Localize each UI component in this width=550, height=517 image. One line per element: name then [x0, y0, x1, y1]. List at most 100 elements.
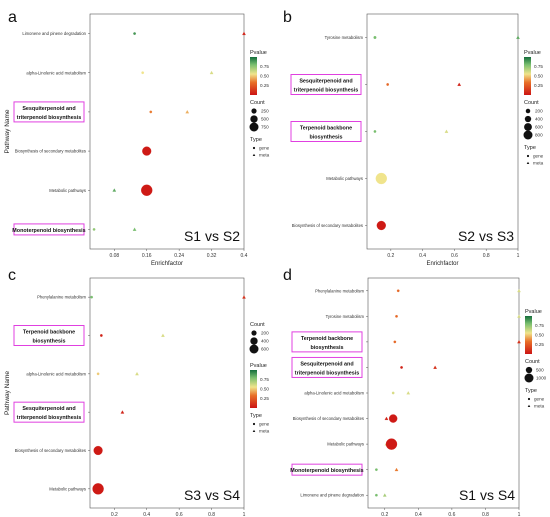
comparison-label: S1 vs S2 — [184, 228, 240, 244]
y-tick-label-highlighted: Sesquiterpenoid and — [299, 79, 352, 85]
x-axis-label: Enrichfactor — [151, 261, 183, 267]
y-tick-label: alpha-Linolenic acid metabolism — [26, 371, 86, 376]
data-point-meta — [242, 31, 246, 36]
x-tick-label: 0.4 — [419, 253, 426, 259]
data-point-gene — [375, 493, 378, 497]
data-point-meta — [135, 371, 139, 376]
legend-pvalue-colorbar — [524, 57, 531, 95]
x-tick-label: 1 — [517, 253, 520, 259]
legend-count-label: 200 — [535, 109, 543, 114]
legend-count-label: 600 — [535, 125, 543, 130]
y-tick-label-highlighted: Monoterpenoid biosynthesis — [12, 228, 85, 234]
legend-type-label: gene — [533, 154, 544, 159]
panel-letter: b — [283, 9, 292, 26]
data-point-meta — [161, 333, 165, 337]
legend-count-label: 400 — [535, 117, 543, 122]
data-point-gene — [393, 340, 397, 344]
highlight-box — [291, 331, 363, 353]
legend-type-title: Type — [250, 413, 262, 419]
data-point-gene — [391, 391, 395, 395]
y-tick-label: Biosynthesis of secondary metabolites — [292, 223, 363, 228]
legend-count-label: 750 — [261, 125, 269, 130]
y-tick-label-highlighted: biosynthesis — [33, 339, 66, 345]
y-tick-label-highlighted: triterpenoid biosynthesis — [295, 370, 359, 376]
legend-count-title: Count — [525, 359, 540, 365]
comparison-label: S3 vs S4 — [184, 487, 240, 503]
data-point-meta — [382, 493, 387, 497]
data-point-gene — [96, 372, 100, 376]
legend-count-dot — [524, 115, 532, 123]
x-tick-label: 0.16 — [142, 253, 152, 259]
legend-pvalue-title: Pvalue — [250, 50, 267, 56]
panel-b: b Tyrosine metabolism Sesquiterpenoid and t… — [283, 9, 544, 267]
legend-count-label: 500 — [536, 368, 544, 373]
y-tick-label-highlighted: triterpenoid biosynthesis — [17, 415, 81, 421]
legend-count-dot — [250, 337, 258, 345]
x-tick-label: 1 — [243, 512, 246, 517]
data-point-meta — [433, 365, 437, 369]
data-point-meta — [517, 288, 521, 293]
legend-count-dot — [525, 108, 531, 114]
data-point-gene — [385, 438, 398, 450]
legend-count-dot — [251, 108, 257, 114]
legend-pvalue-tick: 0.25 — [260, 83, 269, 88]
legend-pvalue-title: Pvalue — [250, 363, 267, 369]
y-tick-label-highlighted: Monoterpenoid biosynthesis — [290, 468, 363, 474]
legend-count-label: 500 — [261, 117, 269, 122]
legend-count-label: 800 — [535, 133, 543, 138]
x-tick-label: 0.8 — [208, 512, 215, 517]
legend-count-label: 600 — [261, 347, 269, 352]
legend-type-gene-icon — [527, 397, 531, 401]
panel-a: a Limonene and pinene degradation alpha-Li… — [4, 9, 270, 267]
plot-area — [89, 13, 245, 250]
y-tick-label-highlighted: triterpenoid biosynthesis — [17, 115, 81, 121]
data-point-meta — [457, 82, 462, 86]
data-point-gene — [388, 414, 398, 423]
plot-area — [366, 13, 519, 250]
legend-count-label: 250 — [261, 109, 269, 114]
data-point-meta — [132, 227, 137, 231]
legend-pvalue-tick: 0.75 — [260, 377, 269, 382]
panel-c: c Phenylalanine metabolism Terpenoid backb… — [4, 267, 270, 517]
legend-type-label: gene — [259, 146, 270, 151]
legend-type-label: meta — [533, 161, 544, 166]
legend-count-dot — [524, 373, 534, 383]
data-point-gene — [92, 228, 96, 231]
y-tick-label: Metabolic pathways — [49, 188, 86, 193]
data-point-meta — [444, 129, 449, 133]
data-point-gene — [373, 130, 377, 133]
legend-count-label: 1000 — [536, 376, 547, 381]
legend-pvalue-tick: 0.25 — [260, 396, 269, 401]
legend-pvalue-title: Pvalue — [524, 50, 541, 56]
highlight-box — [13, 101, 85, 123]
x-tick-label: 0.2 — [381, 512, 388, 517]
legend-pvalue-tick: 0.50 — [260, 74, 269, 79]
data-point-meta — [406, 391, 411, 395]
y-tick-label: Limonene and pinene degradation — [300, 493, 364, 498]
comparison-label: S1 vs S4 — [459, 487, 515, 503]
y-tick-label-highlighted: Terpenoid backbone — [23, 330, 75, 336]
legend-type-label: meta — [534, 404, 545, 409]
legend-count-dot — [524, 123, 532, 131]
data-point-meta — [242, 295, 246, 299]
data-point-gene — [141, 71, 145, 75]
y-tick-label-highlighted: Terpenoid backbone — [300, 126, 352, 132]
data-point-gene — [375, 172, 387, 185]
y-tick-label: Metabolic pathways — [49, 486, 86, 491]
legend-count-label: 200 — [261, 331, 269, 336]
comparison-label: S2 vs S3 — [458, 228, 514, 244]
highlight-box — [290, 121, 362, 142]
legend-type-title: Type — [250, 137, 262, 143]
x-tick-label: 0.6 — [448, 512, 455, 517]
y-tick-label: Biosynthesis of secondary metabolites — [15, 448, 86, 453]
panel-letter: c — [8, 267, 16, 284]
legend-pvalue-colorbar — [250, 370, 257, 408]
legend-type-meta-icon — [252, 429, 256, 432]
data-point-meta — [516, 35, 520, 39]
data-point-gene — [395, 314, 398, 318]
legend-type-label: meta — [259, 429, 270, 434]
data-point-meta — [394, 467, 399, 472]
y-tick-label: Biosynthesis of secondary metabolites — [293, 416, 364, 421]
y-tick-label-highlighted: Sesquiterpenoid and — [300, 361, 353, 367]
